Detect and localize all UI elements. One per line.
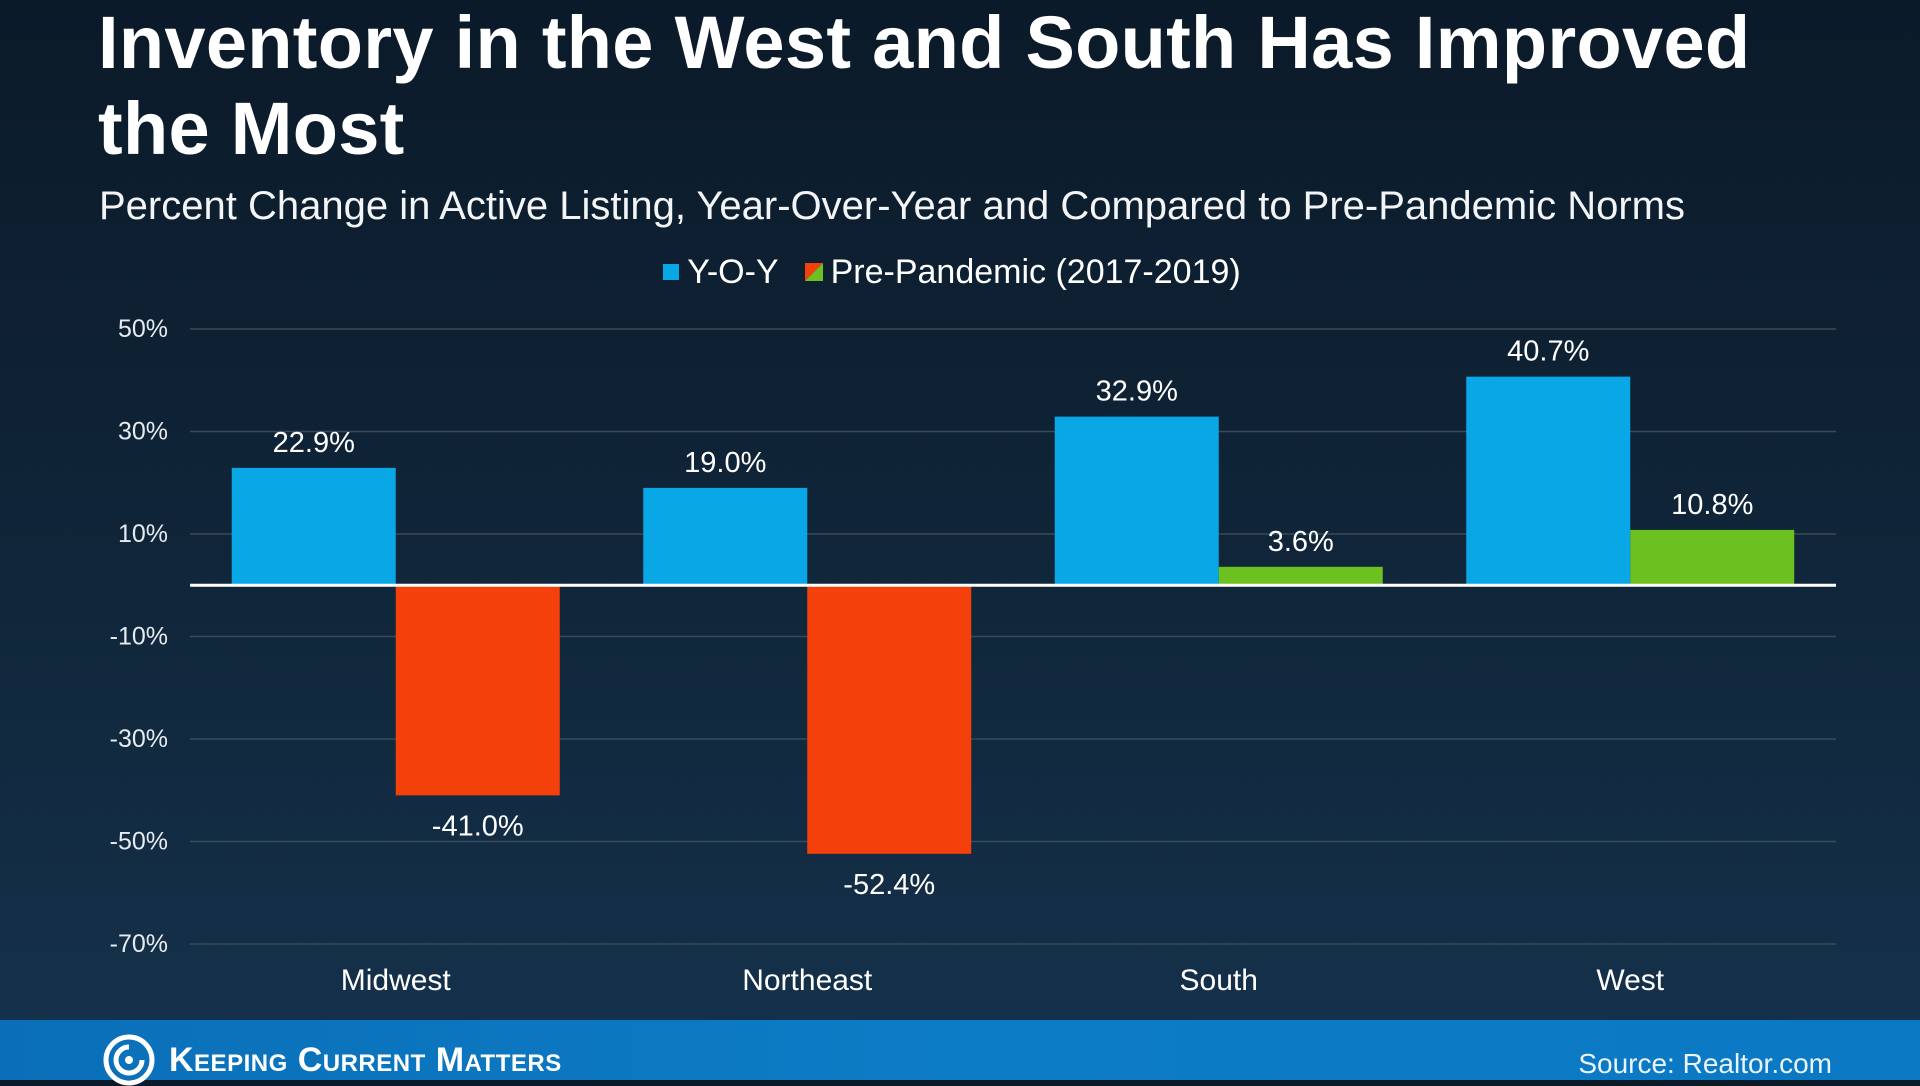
y-tick-label-6: -70%: [110, 930, 168, 958]
x-tick-label-west: West: [1596, 964, 1664, 997]
y-tick-label-1: 30%: [118, 418, 168, 446]
legend-item-pre-pandemic: Pre-Pandemic (2017-2019): [804, 252, 1241, 292]
legend-item-yoy: Y-O-Y: [663, 252, 779, 292]
legend-swatch-pre-pandemic: [804, 263, 823, 281]
legend-label-pre-pandemic: Pre-Pandemic (2017-2019): [830, 252, 1241, 291]
bar-pre-pandemic-northeast: [807, 585, 972, 854]
bar-yoy-northeast: [643, 487, 808, 586]
source-note: Source: Realtor.com: [1578, 1048, 1832, 1079]
legend-swatch-yoy: [663, 264, 680, 280]
legend-label-yoy: Y-O-Y: [687, 252, 779, 291]
kcm-logo-icon: [103, 1034, 155, 1086]
y-tick-label-2: 10%: [118, 520, 168, 548]
data-label-pre-pandemic-west: 10.8%: [1671, 489, 1753, 521]
x-tick-label-northeast: Northeast: [742, 964, 873, 997]
brand-name: Keeping Current Matters: [169, 1040, 562, 1079]
bar-yoy-midwest: [231, 467, 396, 586]
data-label-pre-pandemic-south: 3.6%: [1268, 526, 1334, 558]
y-tick-label-4: -30%: [110, 725, 168, 753]
bar-pre-pandemic-midwest: [395, 585, 560, 796]
data-label-yoy-northeast: 19.0%: [684, 447, 766, 479]
x-tick-label-south: South: [1180, 964, 1258, 997]
brand-logo: Keeping Current Matters: [103, 1034, 562, 1086]
chart-plot: 50% 30% 10% -10% -30% -50% -70% 22.9% -41.0% Midw…: [109, 315, 1836, 997]
data-label-yoy-west: 40.7%: [1507, 336, 1589, 368]
data-label-yoy-south: 32.9%: [1096, 376, 1178, 408]
data-label-pre-pandemic-midwest: -41.0%: [432, 810, 524, 842]
bar-pre-pandemic-south: [1218, 566, 1383, 586]
y-tick-label-0: 50%: [118, 315, 168, 343]
x-tick-label-midwest: Midwest: [341, 964, 452, 997]
bar-yoy-south: [1054, 416, 1219, 586]
bar-yoy-west: [1466, 376, 1631, 586]
y-tick-label-3: -10%: [110, 623, 168, 651]
footer-bar: Keeping Current Matters Source: Realtor.…: [0, 1020, 1920, 1086]
chart-title: Inventory in the West and South Has Impr…: [98, 1, 1751, 170]
chart-legend: Y-O-Y Pre-Pandemic (2017-2019): [0, 250, 1912, 294]
chart-subtitle: Percent Change in Active Listing, Year-O…: [99, 184, 1685, 228]
data-label-pre-pandemic-northeast: -52.4%: [843, 869, 935, 901]
data-label-yoy-midwest: 22.9%: [273, 427, 355, 459]
y-tick-label-5: -50%: [110, 828, 168, 856]
bar-pre-pandemic-west: [1630, 529, 1795, 586]
